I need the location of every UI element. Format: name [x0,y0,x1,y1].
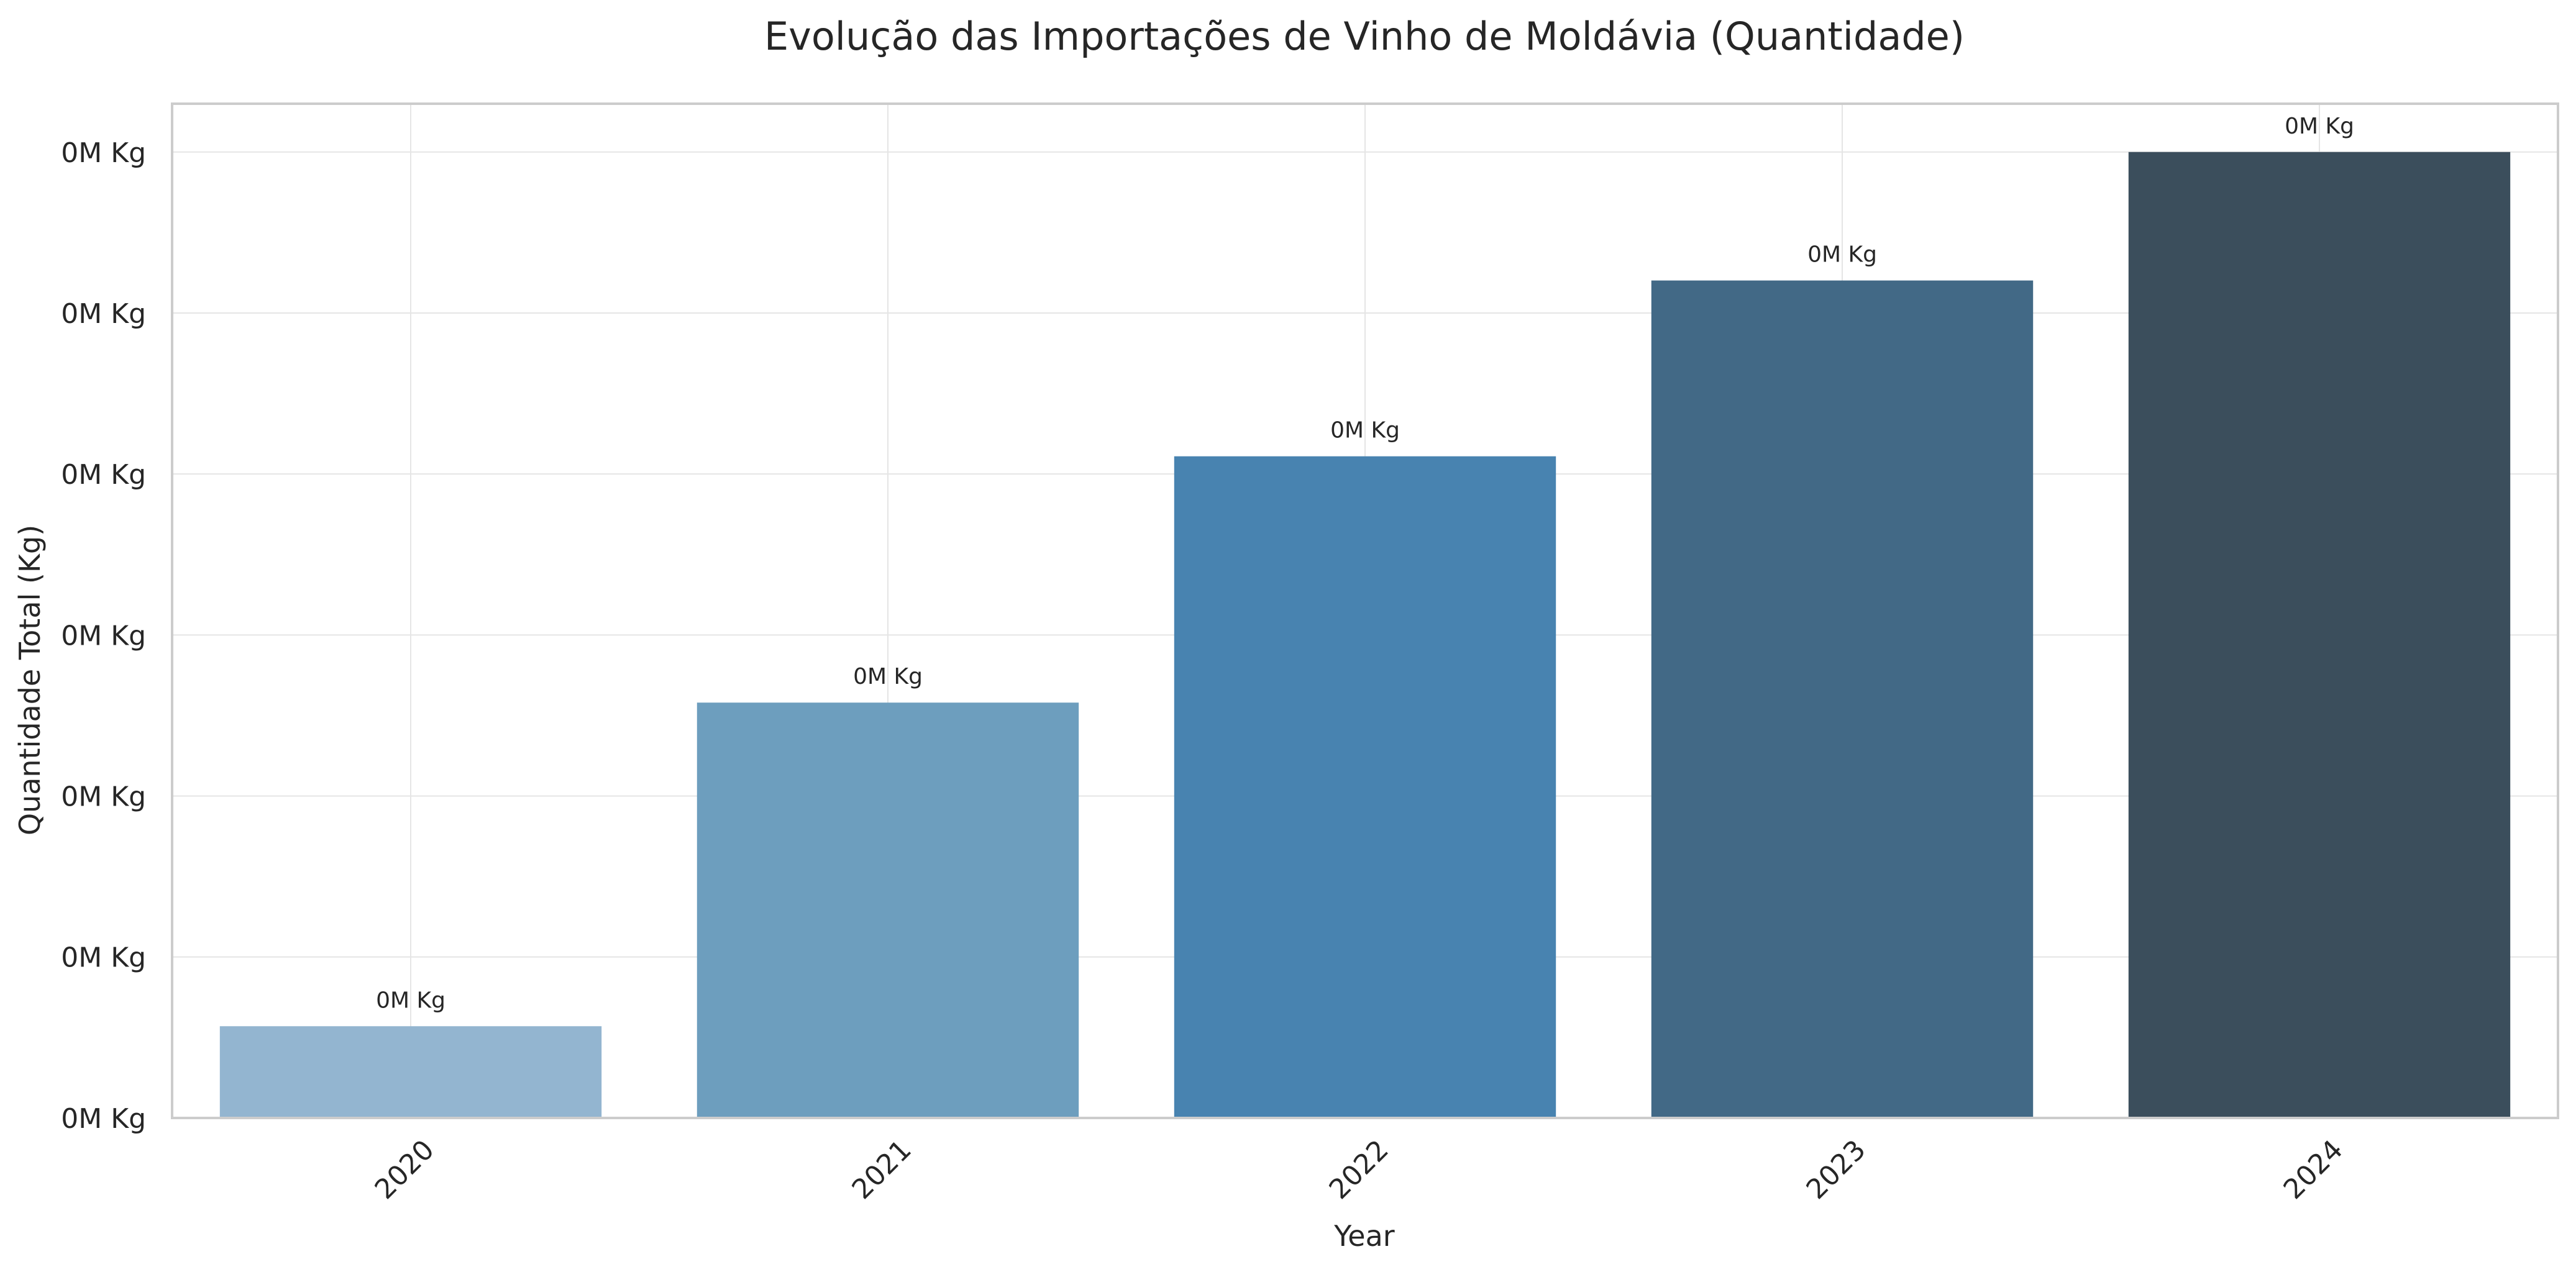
y-tick-label: 0M Kg [61,620,146,652]
y-axis-label: Quantidade Total (Kg) [13,525,47,835]
y-tick-label: 0M Kg [61,137,146,169]
y-tick-label: 0M Kg [61,781,146,813]
y-tick-label: 0M Kg [61,298,146,330]
bar-value-label: 0M Kg [2285,114,2354,139]
y-tick-label: 0M Kg [61,1103,146,1135]
x-axis-label: Year [1333,1219,1394,1253]
bar-value-label: 0M Kg [1330,418,1400,443]
bar-2022 [1174,456,1556,1119]
bars [219,152,2511,1119]
y-tick-label: 0M Kg [61,459,146,491]
bar-value-label: 0M Kg [1807,242,1877,268]
bar-2023 [1651,280,2034,1118]
bar-2020 [219,1026,602,1118]
y-axis-ticks: 0M Kg 0M Kg 0M Kg 0M Kg 0M Kg 0M Kg 0M Kg [61,137,146,1135]
bar-2021 [697,702,1079,1118]
y-tick-label: 0M Kg [61,942,146,974]
bar-value-label: 0M Kg [376,988,445,1013]
chart-title: Evolução das Importações de Vinho de Mol… [764,14,1965,59]
bar-value-label: 0M Kg [853,664,923,689]
plot-frame [171,102,2559,1119]
bar-2024 [2128,152,2511,1118]
bar-value-labels: 0M Kg 0M Kg 0M Kg 0M Kg 0M Kg [376,114,2354,1013]
